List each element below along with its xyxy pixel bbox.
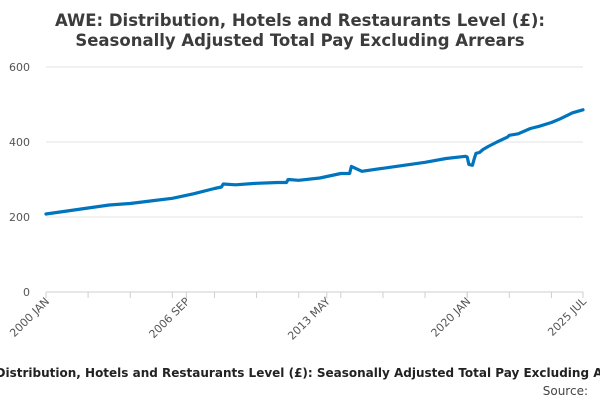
x-tick-label: 2025 JUL (545, 294, 589, 338)
y-tick-label: 0 (23, 286, 30, 299)
x-tick-label: 2000 JAN (7, 295, 52, 340)
chart-title-line-1: AWE: Distribution, Hotels and Restaurant… (55, 11, 545, 30)
y-tick-label: 600 (9, 61, 30, 74)
source-label: Source: (543, 384, 588, 398)
x-tick-label: 2020 JAN (429, 295, 474, 340)
y-tick-label: 400 (9, 136, 30, 149)
chart-title: AWE: Distribution, Hotels and Restaurant… (55, 11, 545, 50)
series-line (44, 108, 585, 216)
legend[interactable]: AWE: Distribution, Hotels and Restaurant… (0, 366, 600, 380)
y-tick-label: 200 (9, 211, 30, 224)
series-layer (44, 108, 585, 216)
chart-title-line-2: Seasonally Adjusted Total Pay Excluding … (75, 31, 524, 50)
legend-item-label[interactable]: AWE: Distribution, Hotels and Restaurant… (0, 366, 600, 380)
grid (46, 66, 583, 218)
x-tick-label: 2006 SEP (147, 295, 193, 341)
axes: 0 200 400 600 2000 JAN 2006 SEP 2013 MAY 2020 J… (7, 61, 589, 343)
x-tick-label: 2013 MAY (285, 295, 333, 343)
